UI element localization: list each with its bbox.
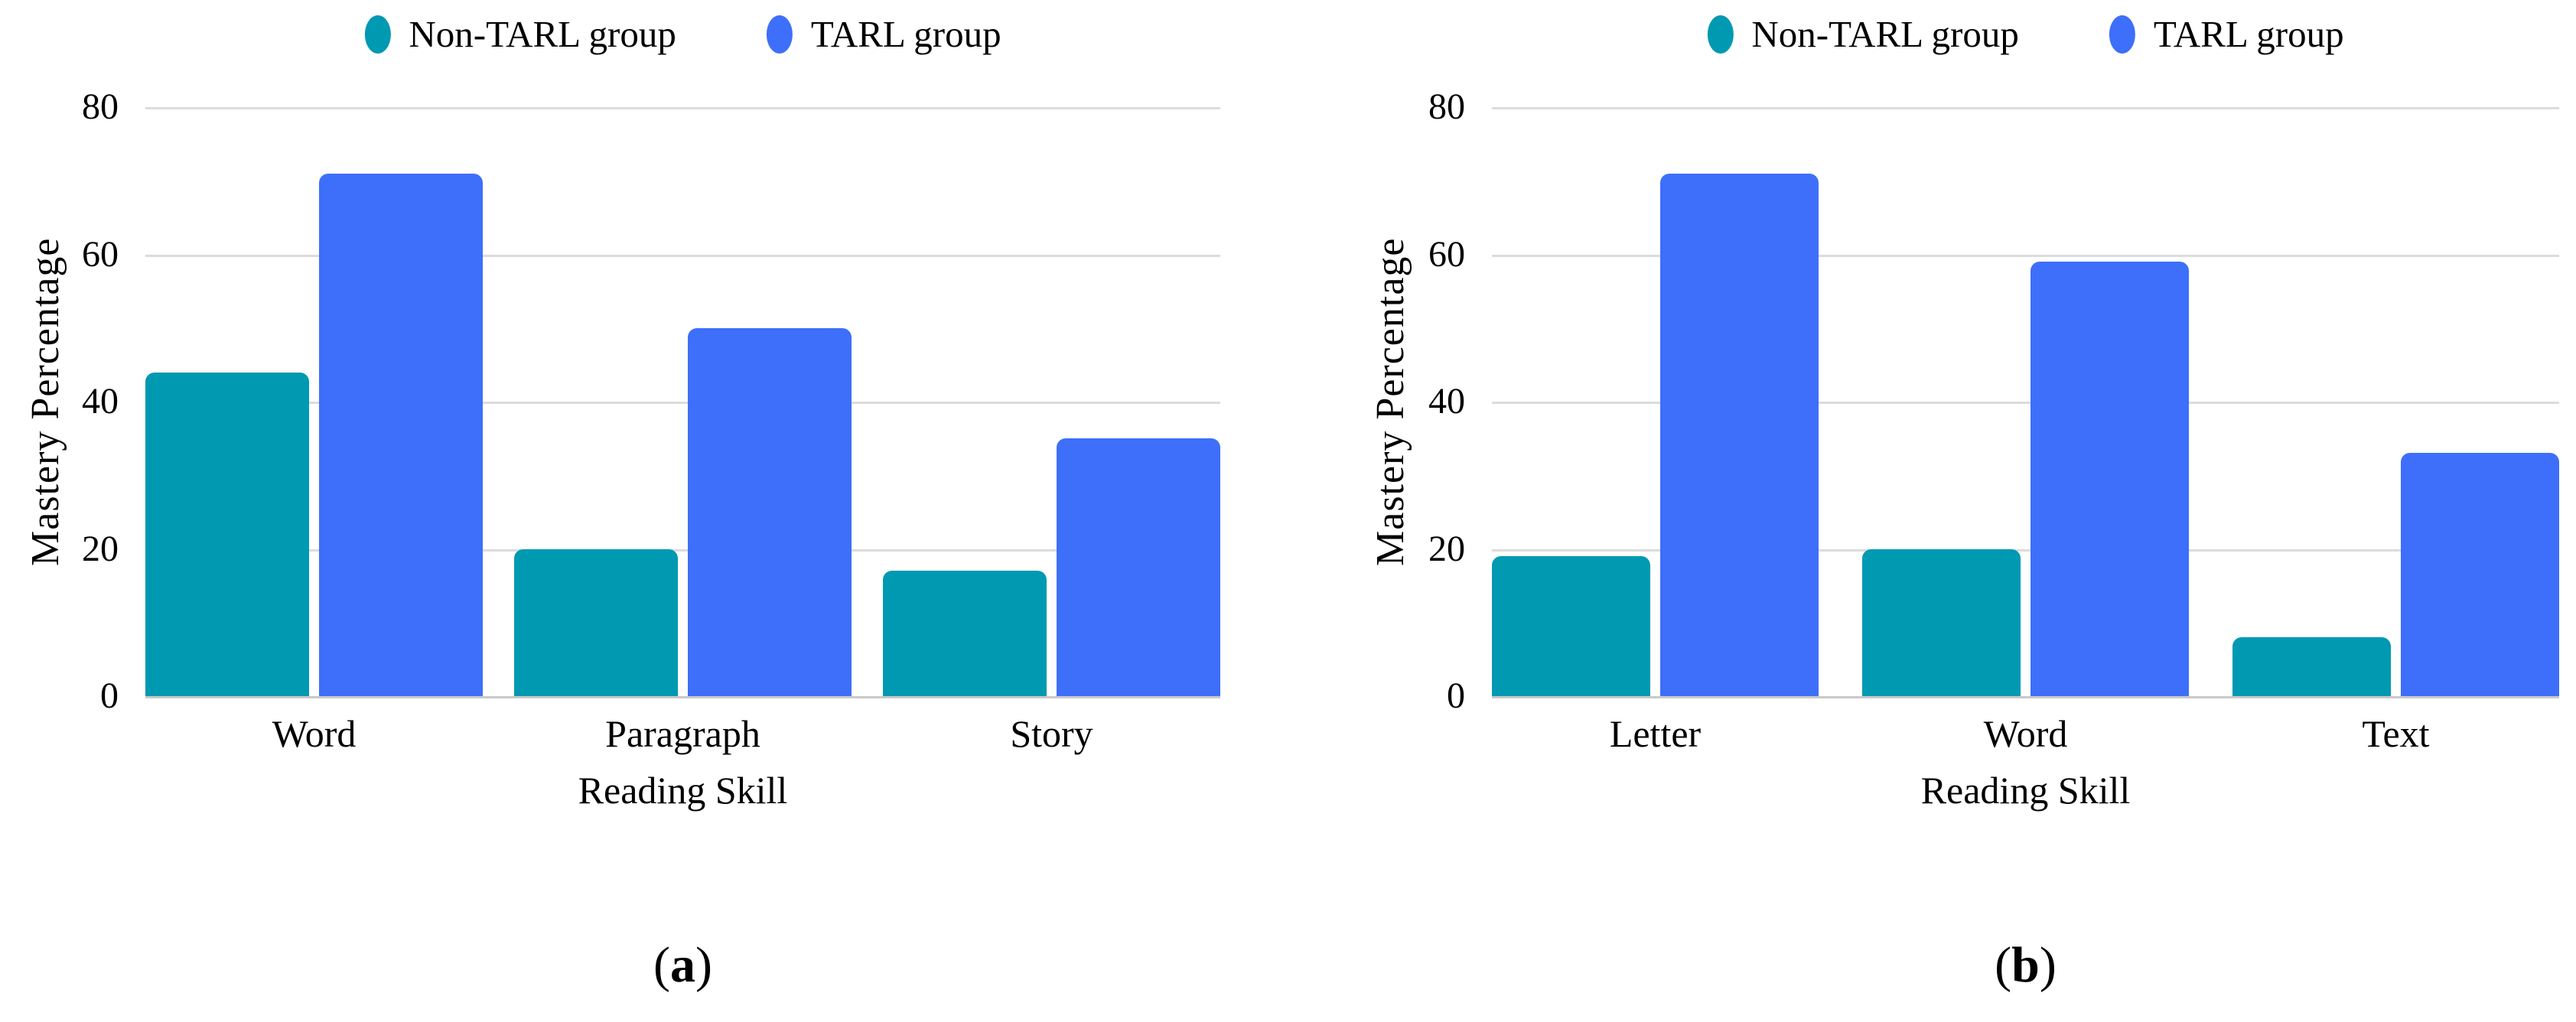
y-axis-ticks: 80 60 40 20 0 (0, 89, 119, 714)
x-label-word: Word (272, 712, 357, 755)
legend-item-tarl: TARL group (766, 12, 1001, 56)
bar-non-tarl-paragraph (514, 548, 678, 696)
bar-non-tarl-story (883, 571, 1047, 696)
y-tick-80: 80 (1428, 86, 1465, 127)
bar-group-letter: Letter (1492, 107, 1819, 753)
panel-caption-a: (a) (145, 935, 1220, 995)
caption-paren-open: ( (653, 937, 670, 993)
legend-dot-tarl-icon (766, 15, 793, 54)
x-label-story: Story (1010, 712, 1093, 755)
legend-dot-tarl-icon (2109, 15, 2135, 54)
legend: Non-TARL group TARL group (1707, 12, 2344, 56)
legend-label-tarl: TARL group (810, 13, 1001, 55)
bar-tarl-story (1057, 438, 1220, 696)
y-axis-ticks: 80 60 40 20 0 (1288, 89, 1465, 714)
gridline-20 (1492, 548, 2559, 552)
bar-group-paragraph: Paragraph (514, 107, 852, 753)
y-tick-80: 80 (82, 86, 119, 127)
legend: Non-TARL group TARL group (364, 12, 1001, 56)
x-label-text: Text (2362, 712, 2430, 755)
bars: Word Paragraph Story (145, 107, 1220, 753)
gridline-20 (145, 548, 1220, 552)
x-label-word: Word (1983, 712, 2068, 755)
bar-tarl-text (2401, 453, 2559, 696)
bar-non-tarl-word (1862, 548, 2021, 696)
legend-label-non-tarl: Non-TARL group (409, 13, 676, 55)
legend-label-non-tarl: Non-TARL group (1751, 13, 2019, 55)
x-axis-title: Reading Skill (1920, 769, 2131, 812)
bar-non-tarl-word (145, 372, 309, 696)
plot-area: Letter Word Text (1492, 107, 2559, 753)
caption-letter: b (2011, 937, 2040, 993)
legend-dot-non-tarl-icon (364, 15, 391, 54)
y-tick-0: 0 (1447, 675, 1465, 716)
y-tick-40: 40 (82, 381, 119, 421)
bar-group-word: Word (145, 107, 483, 753)
gridline-80 (1492, 107, 2559, 109)
panel-caption-b: (b) (1492, 935, 2559, 995)
bar-tarl-paragraph (688, 327, 852, 696)
bar-non-tarl-text (2232, 637, 2391, 696)
gridline-40 (1492, 402, 2559, 404)
legend-label-tarl: TARL group (2153, 13, 2344, 55)
bar-group-word: Word (1862, 107, 2189, 753)
gridline-80 (145, 107, 1220, 109)
bar-group-story: Story (883, 107, 1220, 753)
legend-item-non-tarl: Non-TARL group (364, 12, 676, 56)
caption-paren-close: ) (695, 937, 712, 993)
y-tick-20: 20 (82, 528, 119, 569)
legend-item-tarl: TARL group (2109, 12, 2344, 56)
bars: Letter Word Text (1492, 107, 2559, 753)
x-label-letter: Letter (1609, 712, 1702, 755)
legend-item-non-tarl: Non-TARL group (1707, 12, 2019, 56)
x-label-paragraph: Paragraph (605, 712, 760, 755)
x-axis-title: Reading Skill (578, 769, 788, 812)
bar-tarl-word (319, 173, 483, 696)
bar-non-tarl-letter (1492, 556, 1650, 696)
bar-group-text: Text (2232, 107, 2559, 753)
bar-tarl-letter (1660, 173, 1819, 696)
chart-panel-a: Non-TARL group TARL group Mastery Percen… (0, 12, 1220, 995)
bar-tarl-word (2031, 262, 2189, 696)
caption-paren-open: ( (1995, 937, 2012, 993)
caption-letter: a (670, 937, 695, 993)
y-tick-60: 60 (82, 233, 119, 275)
y-tick-40: 40 (1428, 381, 1465, 421)
caption-paren-close: ) (2039, 937, 2057, 993)
gridline-40 (145, 402, 1220, 404)
gridline-60 (1492, 254, 2559, 257)
y-tick-60: 60 (1428, 233, 1465, 275)
y-tick-20: 20 (1428, 528, 1465, 569)
gridline-60 (145, 254, 1220, 257)
chart-panel-b: Non-TARL group TARL group Mastery Percen… (1288, 0, 2576, 1022)
plot-area: Word Paragraph Story (145, 107, 1220, 753)
legend-dot-non-tarl-icon (1707, 15, 1734, 54)
y-tick-0: 0 (100, 675, 119, 716)
